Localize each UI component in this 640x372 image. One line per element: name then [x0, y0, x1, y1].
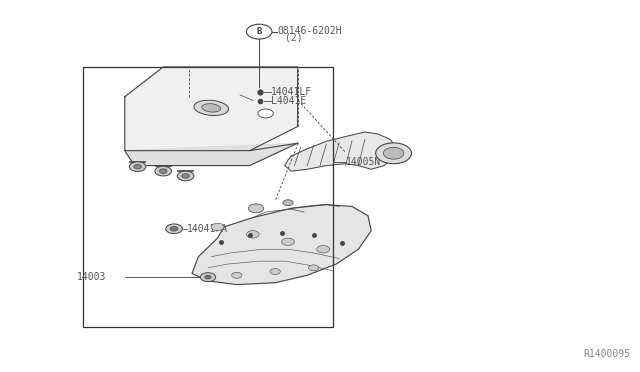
Text: 14003: 14003 — [77, 272, 106, 282]
Circle shape — [308, 265, 319, 271]
Circle shape — [246, 231, 259, 238]
Text: 08146-6202H: 08146-6202H — [277, 26, 342, 35]
Circle shape — [283, 200, 293, 206]
Ellipse shape — [202, 104, 221, 112]
Circle shape — [376, 143, 412, 164]
Circle shape — [155, 166, 172, 176]
Ellipse shape — [194, 100, 228, 116]
Circle shape — [129, 162, 146, 171]
Text: 14005N: 14005N — [346, 157, 381, 167]
Text: 14041FA: 14041FA — [187, 224, 228, 234]
Circle shape — [317, 246, 330, 253]
Polygon shape — [125, 67, 298, 151]
Circle shape — [246, 24, 272, 39]
Text: B: B — [257, 27, 262, 36]
Circle shape — [232, 272, 242, 278]
Circle shape — [211, 223, 224, 231]
Circle shape — [182, 174, 189, 178]
Polygon shape — [125, 143, 298, 166]
Circle shape — [170, 227, 178, 231]
Circle shape — [248, 204, 264, 213]
Circle shape — [258, 109, 273, 118]
Polygon shape — [285, 132, 397, 171]
Circle shape — [205, 275, 211, 279]
Circle shape — [270, 269, 280, 275]
Text: (2): (2) — [285, 33, 303, 43]
Circle shape — [200, 273, 216, 282]
Circle shape — [159, 169, 167, 173]
Circle shape — [166, 224, 182, 234]
Text: L4041E: L4041E — [271, 96, 306, 106]
Circle shape — [383, 147, 404, 159]
Circle shape — [282, 238, 294, 246]
Circle shape — [177, 171, 194, 181]
Circle shape — [134, 164, 141, 169]
Text: 14041LF: 14041LF — [271, 87, 312, 97]
Bar — [83, 67, 333, 327]
Polygon shape — [192, 205, 371, 285]
Text: R1400095: R1400095 — [584, 349, 630, 359]
